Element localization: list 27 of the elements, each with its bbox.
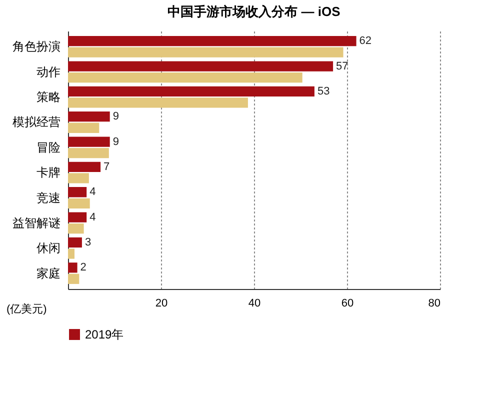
data-label: 9 bbox=[112, 110, 119, 123]
y-tick-label: 卡牌 bbox=[36, 166, 60, 180]
data-label: 57 bbox=[336, 60, 348, 72]
data-label: 2 bbox=[80, 262, 86, 274]
x-tick-label: 80 bbox=[428, 298, 440, 310]
y-tick-label: 益智解谜 bbox=[12, 216, 60, 230]
legend-label: 2019年 bbox=[85, 328, 124, 342]
y-tick-label: 休闲 bbox=[36, 241, 60, 256]
y-tick-label: 竞速 bbox=[36, 190, 60, 205]
data-label: 4 bbox=[90, 186, 96, 198]
y-tick-label: 动作 bbox=[36, 64, 60, 79]
y-tick-label: 冒险 bbox=[36, 140, 60, 154]
x-tick-label: 40 bbox=[248, 298, 261, 310]
data-label: 4 bbox=[90, 211, 96, 224]
x-tick-label: 60 bbox=[341, 298, 354, 310]
data-label: 3 bbox=[84, 236, 92, 248]
y-tick-label: 策略 bbox=[36, 90, 60, 104]
data-label: 62 bbox=[359, 35, 372, 48]
chart-title: 中国手游市场收入分布 — iOS bbox=[168, 4, 341, 19]
data-label: 53 bbox=[317, 85, 330, 98]
x-tick-label: 20 bbox=[155, 298, 168, 310]
y-tick-label: 角色扮演 bbox=[12, 40, 60, 54]
x-axis-title: (亿美元) bbox=[6, 302, 47, 316]
y-tick-label: 家庭 bbox=[36, 266, 60, 280]
y-tick-label: 模拟经营 bbox=[12, 115, 60, 130]
data-label: 9 bbox=[112, 136, 119, 148]
data-label: 7 bbox=[104, 160, 110, 173]
